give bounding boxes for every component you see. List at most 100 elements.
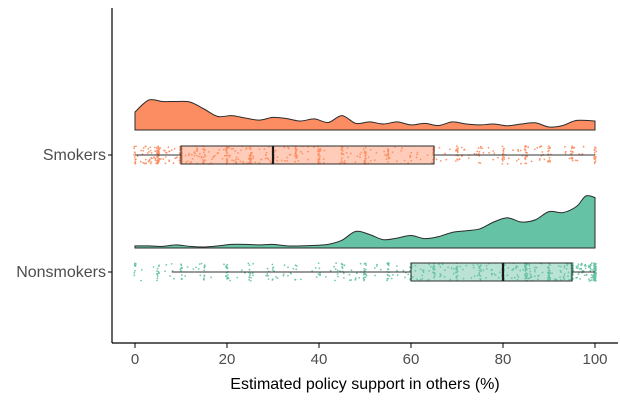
rain-point [248, 264, 251, 267]
rain-point [506, 162, 509, 165]
rain-point [318, 148, 320, 151]
rain-point [567, 275, 569, 277]
rain-point [421, 270, 424, 272]
rain-point [506, 274, 509, 277]
rain-point [274, 149, 277, 152]
rain-point [578, 153, 581, 155]
rain-point [568, 278, 571, 281]
rain-point [341, 157, 343, 159]
rain-point [533, 268, 536, 271]
rain-point [358, 276, 361, 279]
rain-point [503, 147, 505, 150]
rain-point [503, 158, 505, 161]
rain-point [479, 274, 481, 277]
rain-point [517, 276, 520, 278]
rain-point [184, 154, 187, 157]
rain-point [580, 268, 583, 270]
rain-point [498, 277, 500, 279]
rain-point [317, 262, 320, 264]
rain-point [455, 160, 457, 163]
rain-point [365, 264, 367, 266]
rain-point [237, 152, 239, 154]
rain-point [392, 274, 394, 276]
rain-point [237, 158, 240, 161]
rain-point [386, 262, 389, 265]
rain-point [158, 160, 160, 163]
rain-point [571, 145, 574, 148]
rain-point [456, 150, 459, 152]
rain-point [594, 276, 596, 279]
rain-point [186, 160, 189, 163]
rain-point [591, 279, 593, 281]
rain-point [438, 146, 441, 149]
rain-point [575, 277, 577, 279]
rain-point [179, 152, 181, 155]
rain-point [133, 274, 136, 277]
rain-point [239, 160, 242, 163]
rain-point [403, 159, 406, 162]
rain-point [363, 150, 366, 153]
rain-point [248, 276, 251, 278]
rain-point [501, 163, 504, 165]
group-label-nonsmokers: Nonsmokers [16, 264, 106, 281]
rain-point [185, 161, 188, 164]
rain-point [387, 148, 389, 151]
rain-point [593, 279, 595, 282]
rain-point [524, 266, 526, 268]
rain-point [570, 150, 572, 153]
rain-point [593, 162, 596, 165]
rain-point [190, 161, 193, 163]
rain-point [226, 152, 229, 154]
rain-point [232, 147, 235, 150]
rain-point [164, 270, 167, 273]
rain-point [478, 161, 480, 164]
rain-point [457, 159, 459, 161]
rain-point [342, 153, 345, 156]
rain-point [513, 276, 516, 279]
rain-point [314, 267, 317, 269]
rain-point [515, 267, 517, 269]
rain-point [203, 159, 206, 162]
rain-point [235, 156, 238, 159]
rain-point [525, 275, 528, 278]
rain-point [355, 277, 357, 279]
rain-point [497, 156, 499, 159]
rain-point [149, 149, 152, 152]
rain-point [536, 146, 539, 149]
rain-point [235, 158, 237, 161]
rain-point [249, 147, 252, 149]
rain-point [252, 274, 255, 277]
rain-point [295, 154, 297, 157]
rain-point [501, 145, 504, 148]
group-labels: Smokers Nonsmokers [16, 147, 112, 281]
rain-point [225, 154, 228, 157]
rain-point [133, 153, 135, 156]
rain-point [223, 154, 226, 157]
rain-point [577, 265, 579, 267]
rain-point [479, 278, 482, 280]
rain-point [282, 274, 285, 277]
rain-point [416, 151, 419, 154]
rain-point [404, 276, 406, 279]
rain-point [244, 272, 246, 274]
rain-point [526, 263, 528, 266]
rain-point [427, 278, 430, 281]
rain-point [445, 158, 448, 161]
rain-point [440, 274, 442, 277]
rain-point [480, 264, 482, 267]
rain-point [485, 277, 487, 279]
rain-point [519, 269, 522, 272]
rain-point [472, 264, 475, 267]
rain-point [296, 265, 298, 267]
rain-point [524, 273, 526, 276]
rain-point [433, 275, 436, 278]
rain-point [502, 149, 504, 152]
rain-point [522, 268, 525, 271]
rain-point [539, 157, 541, 160]
rain-point [395, 265, 398, 267]
rain-point [590, 274, 593, 276]
rain-point [593, 267, 595, 270]
rain-point [204, 155, 207, 158]
rain-point [462, 277, 465, 280]
rain-point [456, 151, 459, 154]
